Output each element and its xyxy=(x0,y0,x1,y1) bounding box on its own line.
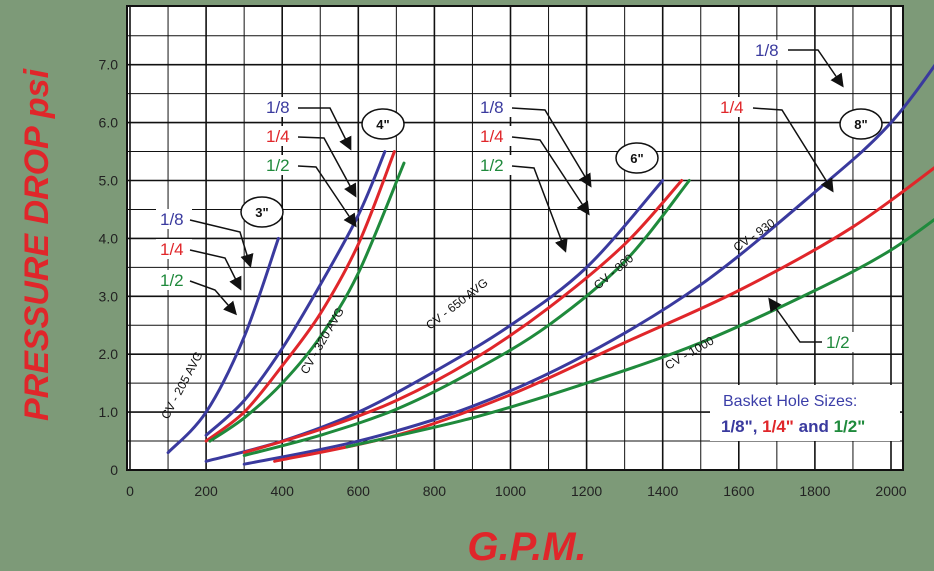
x-tick-label: 1400 xyxy=(647,483,678,499)
x-tick-label: 1800 xyxy=(799,483,830,499)
y-tick-label: 0 xyxy=(110,462,118,478)
x-tick-label: 1000 xyxy=(495,483,526,499)
annot-4in-1-4: 1/4 xyxy=(266,127,290,146)
curve-6in-1-2 xyxy=(242,179,691,457)
curve-4in-1-8 xyxy=(204,150,387,437)
legend-item-1-2: 1/2" xyxy=(834,417,866,436)
svg-text:1/8", 1/4" and: 1/8", 1/4" and 1/2" xyxy=(721,417,865,436)
x-tick-label: 2000 xyxy=(875,483,906,499)
y-tick-label: 5.0 xyxy=(99,173,119,189)
grid-lines xyxy=(127,6,903,471)
legend-joiner-and: and xyxy=(799,417,829,436)
tick-labels: 0200400600800100012001400160018002000220… xyxy=(99,57,907,499)
y-tick-label: 3.0 xyxy=(99,288,119,304)
y-tick-label: 4.0 xyxy=(99,230,119,246)
legend-item-1-8: 1/8" xyxy=(721,417,753,436)
annot-4in-1-8: 1/8 xyxy=(266,98,290,117)
annot-6in-1-4: 1/4 xyxy=(480,127,504,146)
y-axis-label: PRESSURE DROP psi xyxy=(18,67,56,421)
annot-3in-1-8: 1/8 xyxy=(160,210,184,229)
x-tick-label: 200 xyxy=(194,483,218,499)
legend-item-1-4: 1/4" xyxy=(762,417,794,436)
curve-4in-1-4 xyxy=(204,150,396,443)
size-badge-3in: 3" xyxy=(240,196,284,228)
size-label: 3" xyxy=(255,205,268,220)
x-tick-label: 0 xyxy=(126,483,134,499)
x-tick-label: 1600 xyxy=(723,483,754,499)
annot-8in-1-2: 1/2 xyxy=(826,333,850,352)
curves xyxy=(166,63,934,466)
x-tick-label: 600 xyxy=(347,483,371,499)
annot-6in-1-2: 1/2 xyxy=(480,156,504,175)
size-label: 4" xyxy=(376,117,389,132)
size-label: 8" xyxy=(854,117,867,132)
annot-8in-1-8: 1/8 xyxy=(755,41,779,60)
legend-title: Basket Hole Sizes: xyxy=(723,393,857,410)
x-axis-label: G.P.M. xyxy=(467,525,586,569)
annot-3in-1-4: 1/4 xyxy=(160,240,184,259)
annot-3in-1-2: 1/2 xyxy=(160,271,184,290)
y-tick-label: 7.0 xyxy=(99,57,119,73)
x-tick-label: 400 xyxy=(271,483,295,499)
x-tick-label: 1200 xyxy=(571,483,602,499)
annot-6in-1-8: 1/8 xyxy=(480,98,504,117)
annot-4in-1-2: 1/2 xyxy=(266,156,290,175)
y-tick-label: 1.0 xyxy=(99,404,119,420)
curve-4in-1-2 xyxy=(208,161,406,443)
size-label: 6" xyxy=(630,151,643,166)
legend: Basket Hole Sizes: 1/8", 1/4" and 1/2" xyxy=(710,385,900,441)
curve-6in-1-4 xyxy=(242,179,684,455)
curve-8in-1-8 xyxy=(242,63,934,466)
hole-size-annotations: 1/8 1/4 1/2 1/8 1/4 1/2 1/8 1/4 1/2 1/8 … xyxy=(156,40,858,352)
size-badge-8in: 8" xyxy=(839,108,883,140)
size-badge-6in: 6" xyxy=(615,142,659,174)
curve-8in-1-2 xyxy=(345,218,934,449)
y-tick-label: 2.0 xyxy=(99,346,119,362)
annot-8in-1-4: 1/4 xyxy=(720,98,744,117)
size-badge-4in: 4" xyxy=(361,108,405,140)
curve-3in-1-8 xyxy=(166,236,280,455)
y-tick-label: 6.0 xyxy=(99,115,119,131)
legend-joiner-comma: , xyxy=(753,417,758,436)
x-tick-label: 800 xyxy=(423,483,447,499)
